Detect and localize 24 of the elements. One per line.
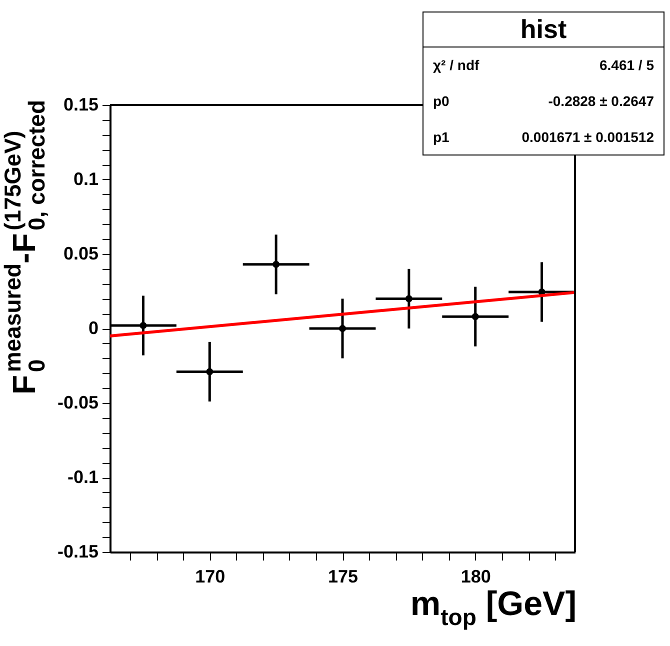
x-tick-label: 170 [195,566,226,586]
text: 6.461 / 5 [600,57,654,73]
point [472,313,479,320]
y-tick-label: -0.15 [57,542,98,562]
y-tick-label: 0.05 [63,244,98,264]
annotation: p1 [433,129,450,145]
annotation: -0.2828 ± 0.2647 [548,93,654,109]
point [140,322,147,330]
annotation: 0.001671 ± 0.001512 [522,129,654,145]
y-tick-label: -0.05 [57,392,98,412]
chart-title: hist [520,14,567,44]
annotation: p0 [433,93,450,109]
point [338,324,346,332]
y-axis-title: F0measured-F0, corrected(175GeV) [0,100,50,394]
y-tick-label: 0 [88,318,98,338]
point [405,295,412,302]
y-tick-label: -0.1 [67,467,98,487]
y-tick-label: 0.15 [63,94,98,114]
point [272,260,280,268]
point [206,368,214,376]
y-tick-label: 0.1 [73,169,98,189]
x-tick-label: 175 [328,566,358,586]
text: χ² / ndf [433,57,480,73]
x-tick-label: 180 [460,566,491,586]
